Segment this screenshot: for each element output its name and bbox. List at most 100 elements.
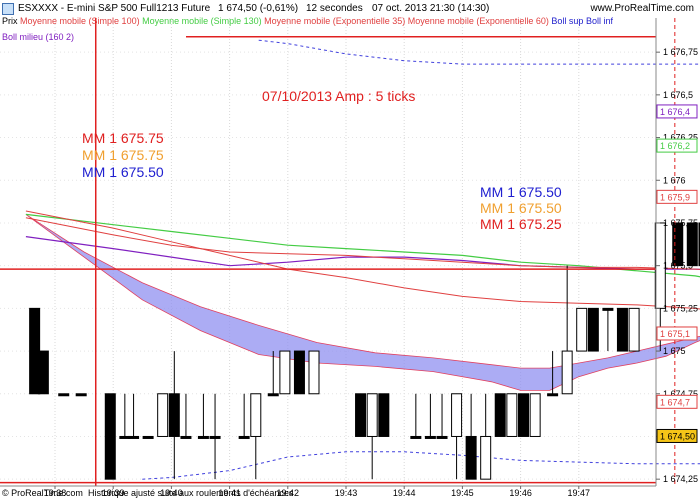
price-badge-label: 1 675,9 xyxy=(660,192,690,202)
candle-body xyxy=(561,350,573,395)
candle-body xyxy=(250,393,262,437)
y-tick-label: 1 675,75 xyxy=(663,218,698,228)
candle-body xyxy=(451,393,463,437)
y-tick-label: 1 676,25 xyxy=(663,133,698,143)
candle-body xyxy=(424,435,436,439)
window-icon[interactable] xyxy=(2,3,14,15)
candle-body xyxy=(686,222,698,267)
left-mm-1: MM 1 675.75 xyxy=(82,130,164,146)
price-badge-label: 1 674,7 xyxy=(660,397,690,407)
candle-body xyxy=(128,435,140,439)
candle-body xyxy=(410,435,422,439)
legend-ema60: Moyenne mobile (Exponentielle 60) xyxy=(407,16,549,26)
datetime-label: 07 oct. 2013 21:30 (14:30) xyxy=(372,3,490,14)
candle-body xyxy=(142,435,154,439)
candle-body xyxy=(616,307,628,352)
amplitude-title: 07/10/2013 Amp : 5 ticks xyxy=(262,88,416,104)
candle-body xyxy=(436,435,448,439)
price-badge-box xyxy=(656,104,698,119)
price-badge-box xyxy=(656,138,698,153)
indicator-line xyxy=(25,217,700,270)
x-tick-label: 19:41 xyxy=(218,488,241,498)
candle-body xyxy=(157,393,169,437)
candle-body xyxy=(37,350,49,395)
candle-body xyxy=(267,393,279,397)
candle-body xyxy=(238,435,250,439)
legend-sma100: Moyenne mobile (Simple 100) xyxy=(20,16,140,26)
candle-body xyxy=(58,393,70,397)
candle-body xyxy=(75,393,87,397)
price-badge-box xyxy=(656,189,698,204)
y-tick-label: 1 675 xyxy=(663,346,686,356)
candle-body xyxy=(506,393,518,437)
legend-row-2: Boll milieu (160 2) xyxy=(2,30,74,44)
candle-body xyxy=(547,393,559,397)
candle-body xyxy=(279,350,291,395)
indicator-line xyxy=(25,210,700,310)
price-badge-box xyxy=(656,428,698,443)
candle-body xyxy=(698,222,700,267)
x-tick-label: 19:44 xyxy=(393,488,416,498)
candle-body xyxy=(378,393,390,437)
candle-body xyxy=(168,393,180,437)
x-tick-label: 19:42 xyxy=(277,488,300,498)
left-mm-2: MM 1 675.75 xyxy=(82,147,164,163)
candle-body xyxy=(628,307,640,352)
right-mm-2: MM 1 675.50 xyxy=(480,200,562,216)
y-tick-label: 1 676,5 xyxy=(663,90,693,100)
candle-body xyxy=(672,222,684,267)
x-tick-label: 19:47 xyxy=(568,488,591,498)
site-label[interactable]: www.ProRealTime.com xyxy=(590,3,694,14)
candle-body xyxy=(480,435,492,480)
y-tick-label: 1 674,25 xyxy=(663,474,698,484)
candle-body xyxy=(197,435,209,439)
candle-body xyxy=(518,393,530,437)
candle-body xyxy=(293,350,305,395)
right-mm-1: MM 1 675.50 xyxy=(480,184,562,200)
left-mm-3: MM 1 675.50 xyxy=(82,164,164,180)
candle-body xyxy=(529,393,541,437)
legend-price: Prix xyxy=(2,16,18,26)
candle-body xyxy=(366,393,378,437)
candle-body xyxy=(654,222,666,309)
bollinger-band-fill xyxy=(25,214,700,391)
candle-body xyxy=(355,393,367,437)
x-tick-label: 19:38 xyxy=(44,488,67,498)
indicator-line xyxy=(258,39,700,65)
legend-sma130: Moyenne mobile (Simple 130) xyxy=(142,16,262,26)
x-tick-label: 19:43 xyxy=(335,488,358,498)
candle-body xyxy=(494,393,506,437)
y-tick-label: 1 676,75 xyxy=(663,47,698,57)
y-tick-label: 1 676 xyxy=(663,175,686,185)
candle-body xyxy=(602,307,614,311)
symbol-label: ESXXXX - E-mini S&P 500 Full1213 Future xyxy=(18,3,211,14)
legend-row: Prix Moyenne mobile (Simple 100) Moyenne… xyxy=(2,14,613,28)
adjustment-note: Historique ajusté suite aux roulements d… xyxy=(88,488,294,498)
y-tick-label: 1 674,75 xyxy=(663,389,698,399)
chart-header: ESXXXX - E-mini S&P 500 Full1213 Future … xyxy=(0,0,700,18)
y-tick-label: 1 675,5 xyxy=(663,261,693,271)
candle-body xyxy=(576,307,588,352)
candle-body xyxy=(104,393,116,480)
legend-boll-sup: Boll sup xyxy=(551,16,584,26)
price-badge-box xyxy=(656,326,698,341)
quote-label: 1 674,50 (-0,61%) xyxy=(218,3,299,14)
x-tick-label: 19:39 xyxy=(102,488,125,498)
x-tick-label: 19:45 xyxy=(451,488,474,498)
right-mm-3: MM 1 675.25 xyxy=(480,216,562,232)
legend-boll-mid: Boll milieu (160 2) xyxy=(2,32,75,42)
legend-ema35: Moyenne mobile (Exponentielle 35) xyxy=(264,16,406,26)
candle-body xyxy=(587,307,599,352)
candle-body xyxy=(465,435,477,480)
price-badge-label: 1 676,2 xyxy=(660,141,690,151)
price-badge-box xyxy=(656,394,698,409)
y-tick-label: 1 675,25 xyxy=(663,303,698,313)
candle-body xyxy=(180,435,192,439)
candle-body xyxy=(209,435,221,439)
candle-body xyxy=(308,350,320,395)
price-badge-label: 1 674,50 xyxy=(660,431,695,441)
x-tick-label: 19:46 xyxy=(509,488,532,498)
refresh-label: 12 secondes xyxy=(306,3,363,14)
price-badge-label: 1 675,1 xyxy=(660,329,690,339)
